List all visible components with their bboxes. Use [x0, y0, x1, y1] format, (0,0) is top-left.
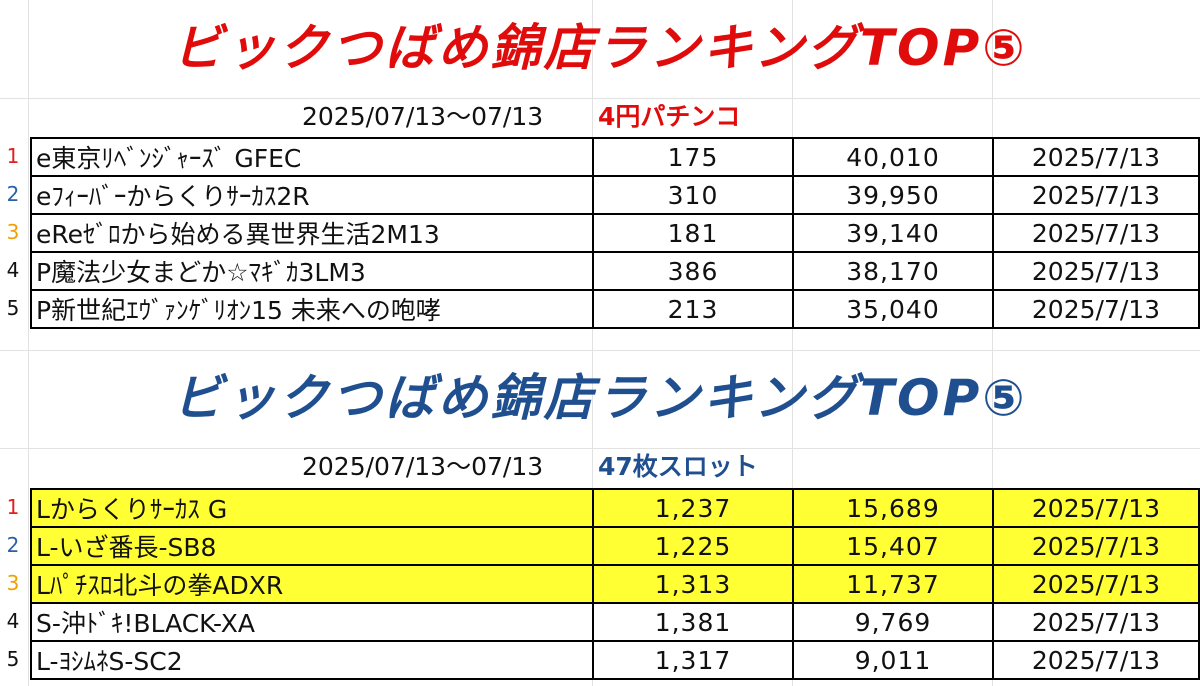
- ranking-period-slot: 2025/07/13～07/13: [302, 452, 544, 481]
- grid-line: [28, 0, 29, 686]
- date-cell: 2025/7/13: [992, 488, 1200, 528]
- units-cell: 175: [592, 137, 794, 177]
- rank-number: 4: [6, 258, 20, 282]
- ranking-category-slot: 47枚スロット: [598, 452, 758, 481]
- value-cell: 39,140: [792, 213, 994, 253]
- table-row: P新世紀ｴｳﾞｧﾝｹﾞﾘｵﾝ15 未来への咆哮 213 35,040 2025/7/1…: [30, 289, 1200, 329]
- date-cell: 2025/7/13: [992, 175, 1200, 215]
- units-cell: 1,317: [592, 640, 794, 680]
- date-cell: 2025/7/13: [992, 137, 1200, 177]
- value-cell: 9,011: [792, 640, 994, 680]
- grid-line: [0, 350, 1200, 351]
- date-cell: 2025/7/13: [992, 289, 1200, 329]
- table-row: P魔法少女まどか☆ﾏｷﾞｶ3LM3 386 38,170 2025/7/13: [30, 251, 1200, 291]
- machine-name-cell: e東京ﾘﾍﾞﾝｼﾞｬｰｽﾞ GFEC: [30, 137, 594, 177]
- grid-line: [0, 448, 1200, 449]
- rank-number: 2: [6, 533, 20, 557]
- table-row: eﾌｨｰﾊﾞｰからくりｻｰｶｽ2R 310 39,950 2025/7/13: [30, 175, 1200, 215]
- table-row: Lﾊﾟﾁｽﾛ北斗の拳ADXR 1,313 11,737 2025/7/13: [30, 564, 1200, 604]
- rank-number: 3: [6, 220, 20, 244]
- date-cell: 2025/7/13: [992, 251, 1200, 291]
- machine-name-cell: L-いざ番長-SB8: [30, 526, 594, 566]
- rank-number: 1: [6, 495, 20, 519]
- grid-line: [0, 98, 1200, 99]
- ranking-table-slot: Lからくりｻｰｶｽ G 1,237 15,689 2025/7/13 L-いざ番長-SB…: [30, 488, 1200, 680]
- ranking-table-pachinko: e東京ﾘﾍﾞﾝｼﾞｬｰｽﾞ GFEC 175 40,010 2025/7/13 eﾌｨｰ…: [30, 137, 1200, 329]
- units-cell: 1,381: [592, 602, 794, 642]
- grid-line: [992, 0, 993, 686]
- units-cell: 310: [592, 175, 794, 215]
- ranking-title-pachinko: ビックつばめ錦店ランキングTOP⑤: [172, 19, 1028, 77]
- machine-name-cell: P魔法少女まどか☆ﾏｷﾞｶ3LM3: [30, 251, 594, 291]
- units-cell: 181: [592, 213, 794, 253]
- units-cell: 1,313: [592, 564, 794, 604]
- table-row: L-ﾖｼﾑﾈS-SC2 1,317 9,011 2025/7/13: [30, 640, 1200, 680]
- units-cell: 386: [592, 251, 794, 291]
- machine-name-cell: L-ﾖｼﾑﾈS-SC2: [30, 640, 594, 680]
- ranking-category-pachinko: 4円パチンコ: [598, 102, 741, 131]
- units-cell: 213: [592, 289, 794, 329]
- value-cell: 39,950: [792, 175, 994, 215]
- machine-name-cell: P新世紀ｴｳﾞｧﾝｹﾞﾘｵﾝ15 未来への咆哮: [30, 289, 594, 329]
- value-cell: 9,769: [792, 602, 994, 642]
- rank-number: 5: [6, 647, 20, 671]
- value-cell: 15,689: [792, 488, 994, 528]
- ranking-period-pachinko: 2025/07/13～07/13: [302, 102, 544, 131]
- table-row: eReｾﾞﾛから始める異世界生活2M13 181 39,140 2025/7/13: [30, 213, 1200, 253]
- value-cell: 38,170: [792, 251, 994, 291]
- rank-number: 2: [6, 182, 20, 206]
- machine-name-cell: S-沖ﾄﾞｷ!BLACK-XA: [30, 602, 594, 642]
- table-row: Lからくりｻｰｶｽ G 1,237 15,689 2025/7/13: [30, 488, 1200, 528]
- rank-number: 5: [6, 296, 20, 320]
- value-cell: 15,407: [792, 526, 994, 566]
- units-cell: 1,237: [592, 488, 794, 528]
- value-cell: 35,040: [792, 289, 994, 329]
- date-cell: 2025/7/13: [992, 640, 1200, 680]
- ranking-title-slot: ビックつばめ錦店ランキングTOP⑤: [172, 369, 1028, 427]
- value-cell: 11,737: [792, 564, 994, 604]
- machine-name-cell: eReｾﾞﾛから始める異世界生活2M13: [30, 213, 594, 253]
- machine-name-cell: Lﾊﾟﾁｽﾛ北斗の拳ADXR: [30, 564, 594, 604]
- rank-number: 3: [6, 571, 20, 595]
- units-cell: 1,225: [592, 526, 794, 566]
- value-cell: 40,010: [792, 137, 994, 177]
- grid-line: [592, 0, 593, 686]
- table-row: S-沖ﾄﾞｷ!BLACK-XA 1,381 9,769 2025/7/13: [30, 602, 1200, 642]
- date-cell: 2025/7/13: [992, 526, 1200, 566]
- rank-number: 4: [6, 609, 20, 633]
- rank-number: 1: [6, 144, 20, 168]
- table-row: L-いざ番長-SB8 1,225 15,407 2025/7/13: [30, 526, 1200, 566]
- date-cell: 2025/7/13: [992, 602, 1200, 642]
- date-cell: 2025/7/13: [992, 213, 1200, 253]
- machine-name-cell: Lからくりｻｰｶｽ G: [30, 488, 594, 528]
- date-cell: 2025/7/13: [992, 564, 1200, 604]
- table-row: e東京ﾘﾍﾞﾝｼﾞｬｰｽﾞ GFEC 175 40,010 2025/7/13: [30, 137, 1200, 177]
- machine-name-cell: eﾌｨｰﾊﾞｰからくりｻｰｶｽ2R: [30, 175, 594, 215]
- grid-line: [792, 0, 793, 686]
